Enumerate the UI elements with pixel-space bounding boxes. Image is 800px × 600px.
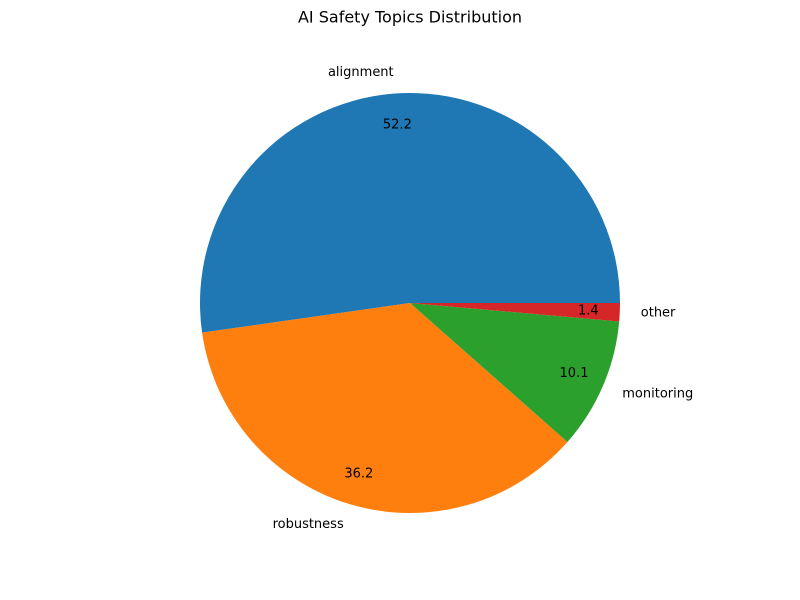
pie-slice-monitoring: [410, 303, 620, 442]
slice-value-robustness: 36.2: [344, 467, 373, 482]
pie-slice-robustness: [202, 303, 568, 513]
slice-label-other: other: [641, 306, 676, 321]
pie-slices: [200, 93, 621, 513]
chart-title: AI Safety Topics Distribution: [298, 8, 522, 27]
slice-value-other: 1.4: [578, 303, 599, 318]
slice-value-alignment: 52.2: [383, 117, 412, 132]
pie-slice-other: [410, 303, 620, 322]
slice-value-monitoring: 10.1: [560, 366, 589, 381]
pie-labels: alignment 52.2 robustness 36.2 monitoring 10.…: [273, 65, 694, 532]
slice-label-alignment: alignment: [328, 65, 394, 80]
slice-label-robustness: robustness: [273, 517, 344, 532]
pie-slice-alignment: [200, 93, 621, 333]
slice-label-monitoring: monitoring: [622, 387, 693, 402]
